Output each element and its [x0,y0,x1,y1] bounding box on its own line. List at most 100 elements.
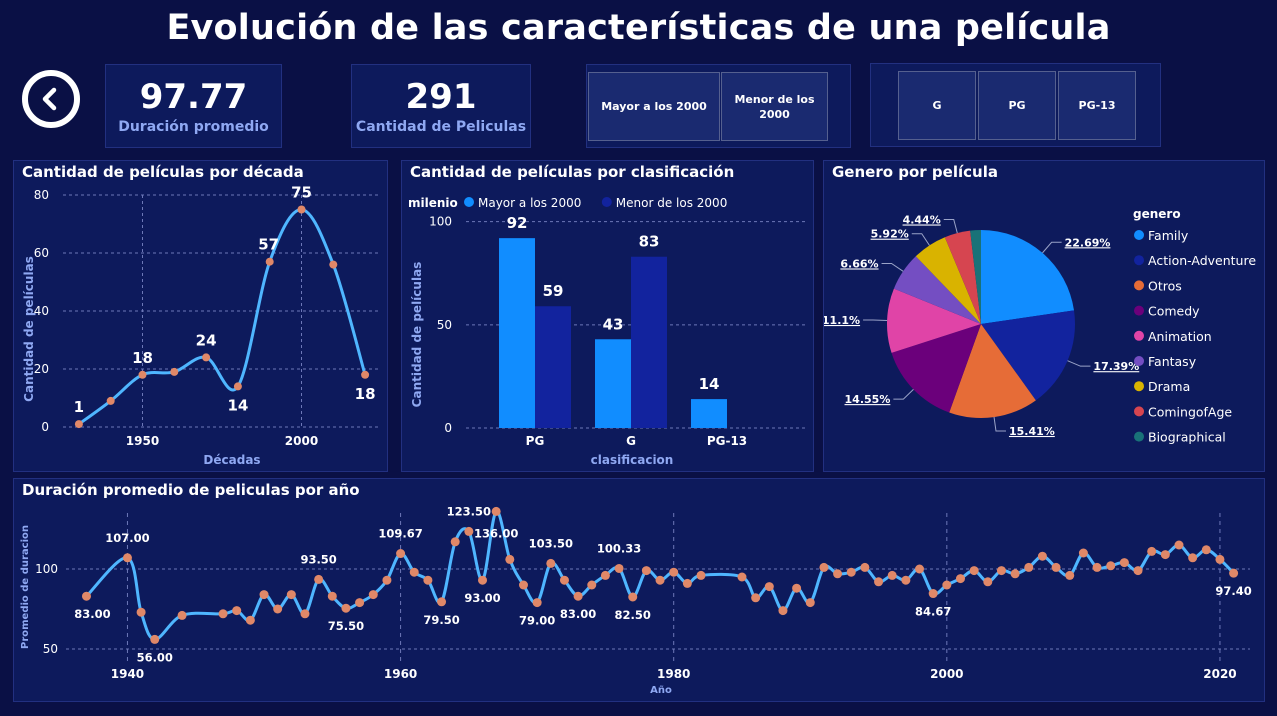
data-point [1133,566,1143,576]
data-label: 79.00 [519,614,555,628]
data-point [833,569,843,579]
pie-data-label: 15.41% [1009,425,1055,438]
data-point [300,609,310,619]
data-point [682,578,692,588]
data-label: 14 [699,375,720,393]
legend-marker [1134,406,1144,417]
data-label: 109.67 [378,527,422,541]
chart-decada: 0 20 40 60 80 1950 2000 Décadas Cantidad de pelí… [22,184,381,467]
data-label: 92 [507,214,528,232]
chart-genero: 22.69% 17.39% 15.41% 14.55% 11.1% 6.66% 5.92% 4… [824,207,1256,445]
x-axis-label: clasificacion [591,453,674,467]
pie-slice [981,310,1075,401]
kpi-cantidad-label: Cantidad de Peliculas [355,119,527,135]
data-label: 123.50 [447,504,491,518]
data-point [532,598,542,608]
page-title: Evolución de las características de una … [166,8,1111,48]
legend-marker [1134,330,1144,341]
data-label: 83.00 [74,607,110,621]
data-point [1051,562,1061,572]
x-tick-label: 2000 [930,667,963,681]
data-point [1201,545,1211,555]
slicer-rating-pg13[interactable]: PG-13 [1058,71,1136,140]
legend-label: Mayor a los 2000 [478,196,581,210]
data-point [491,506,501,516]
data-label: 75 [291,184,312,202]
data-point [1119,558,1129,568]
pie-data-label: 6.66% [840,257,878,270]
chart-decada-card: Cantidad de películas por década 0 20 40 60… [13,160,388,472]
data-point [170,367,179,376]
data-point [969,566,979,576]
data-point [518,580,528,590]
data-point [478,575,488,585]
y-tick-label: 80 [34,188,49,202]
bar [595,339,631,428]
legend-label: Family [1148,228,1189,243]
data-label: 24 [196,331,217,349]
series-line [78,208,367,426]
pie-leader-line [1042,241,1062,254]
data-label: 103.50 [529,536,573,550]
kpi-duracion-label: Duración promedio [118,119,269,135]
data-point [1160,550,1170,560]
data-point [573,591,583,601]
slicer-milenio-mayor[interactable]: Mayor a los 2000 [588,72,720,141]
chart-clasificacion: milenio Mayor a los 2000 Menor de los 2000… [408,196,807,467]
legend-marker [1134,280,1144,291]
y-tick-label: 100 [35,562,58,576]
pie-slice [970,230,981,324]
data-point [1229,568,1239,578]
data-point [751,593,761,603]
x-tick-label: 2000 [285,434,318,448]
y-axis-label: Promedio de duracion [20,525,31,649]
data-point [355,598,365,608]
pie-leader-line [943,218,958,234]
pie-leader-line [893,388,914,400]
legend-label: ComingofAge [1148,404,1232,419]
legend-title: milenio [408,196,458,210]
data-point [259,590,269,600]
data-label: 59 [543,282,564,300]
pie-slice [893,256,981,324]
data-point [846,567,856,577]
data-point [1174,540,1184,550]
data-label: 43 [603,315,624,333]
legend-label: Otros [1148,278,1182,293]
data-point [382,575,392,585]
data-point [628,592,638,602]
pie-data-label: 5.92% [871,228,909,241]
data-point [202,353,211,362]
data-label: 75.50 [328,619,364,633]
data-point [546,558,556,568]
data-point [792,583,802,593]
data-label: 100.33 [597,541,641,555]
data-label: 14 [227,396,248,414]
data-label: 83 [639,233,660,251]
legend-label: Action-Adventure [1148,253,1256,268]
data-point [901,575,911,585]
slicer-rating-g[interactable]: G [898,71,976,140]
data-label: 18 [132,349,153,367]
data-point [655,575,665,585]
data-point [361,370,370,379]
data-point [983,577,993,587]
slicer-rating-pg[interactable]: PG [978,71,1056,140]
data-point [341,603,351,613]
data-point [696,570,706,580]
legend-label: Comedy [1148,304,1200,319]
slicer-milenio-menor[interactable]: Menor de los 2000 [721,72,828,141]
data-point [860,562,870,572]
pie-slice [915,237,981,324]
y-tick-label: 50 [43,642,58,656]
data-point [265,257,274,266]
data-point [1188,553,1198,563]
data-point [1092,562,1102,572]
y-axis-label: Cantidad de películas [22,256,36,402]
pie-slice [981,230,1075,324]
data-point [805,598,815,608]
data-point [942,580,952,590]
data-point [1106,561,1116,571]
back-button[interactable] [22,70,80,128]
data-point [232,606,242,616]
